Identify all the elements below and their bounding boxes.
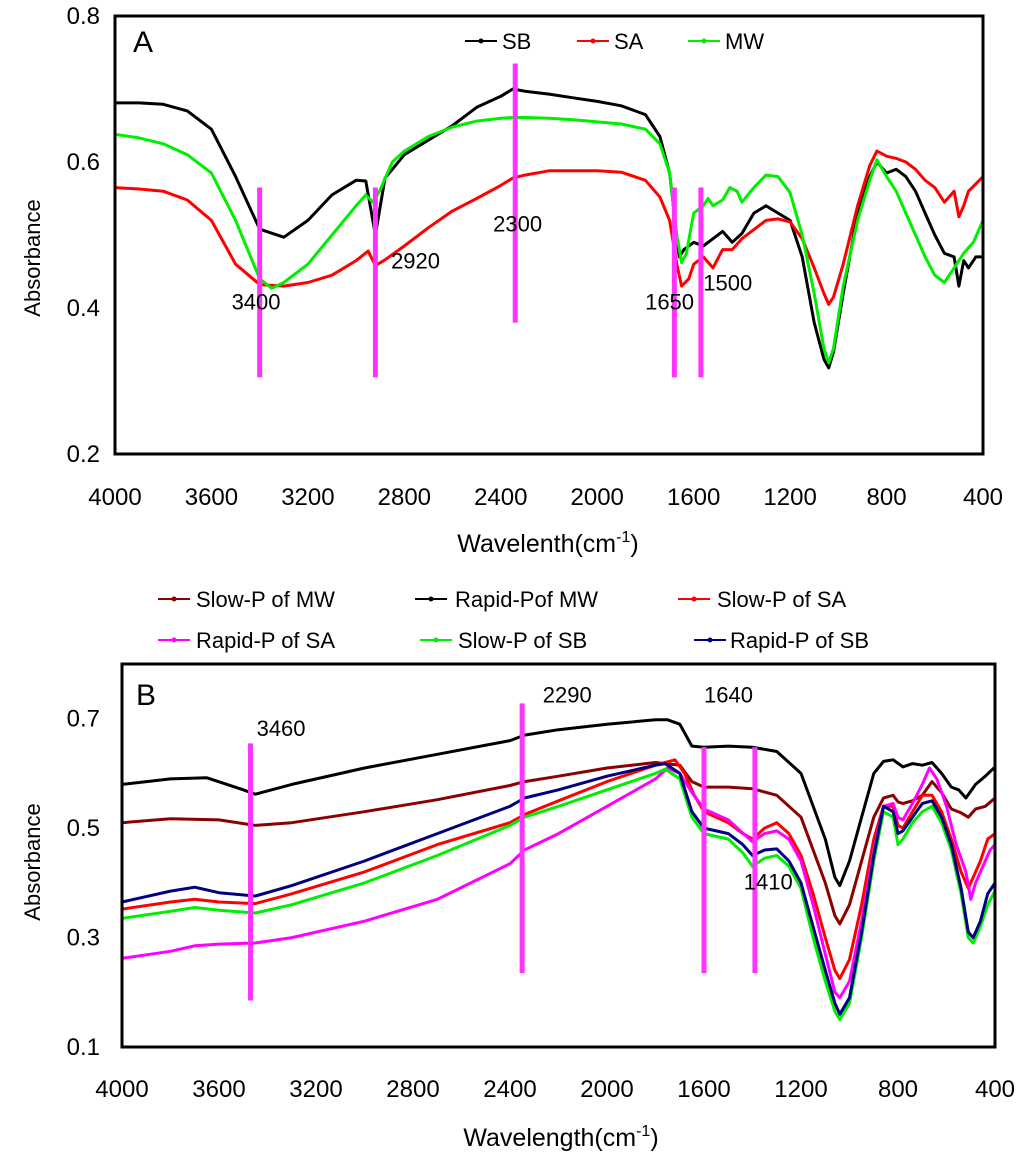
- panel-b-x-tick-label: 2800: [386, 1076, 439, 1103]
- panel-a-label: A: [133, 26, 153, 59]
- panel-a-x-axis-label: Wavelenth(cm-1): [457, 529, 638, 558]
- panel-a-marker-label-1500: 1500: [703, 270, 752, 295]
- svg-text:MW: MW: [725, 29, 764, 54]
- panel-a-y-tick-label: 0.2: [67, 441, 100, 468]
- panel-b-series-rapid-p-of-sa: [121, 766, 997, 1000]
- panel-a-series-mw: [114, 116, 985, 365]
- legend-item-mw: MW: [688, 29, 764, 54]
- panel-b-legend: Slow-P of MW Rapid-Pof MW Slow-P of SA R…: [158, 587, 869, 653]
- panel-b-x-tick-label: 2400: [483, 1076, 536, 1103]
- panel-a-marker-label-2300: 2300: [493, 211, 542, 236]
- panel-a-y-tick-label: 0.8: [67, 3, 100, 30]
- panel-b-y-tick-label: 0.7: [67, 706, 100, 733]
- panel-b-series-rapid-pof-mw: [121, 718, 997, 888]
- svg-text:SB: SB: [502, 29, 531, 54]
- legend-item-slow-p-sa: Slow-P of SA: [678, 587, 847, 612]
- panel-a-y-ticks: 0.2 0.4 0.6 0.8: [67, 3, 100, 468]
- panel-b-x-tick-label: 3200: [289, 1076, 342, 1103]
- panel-a-series-lines: [114, 87, 985, 370]
- panel-b-series-slow-p-of-sa: [121, 758, 996, 981]
- panel-b-x-tick-label: 800: [878, 1076, 918, 1103]
- panel-a-x-tick-label: 2400: [474, 484, 527, 511]
- panel-a-y-tick-label: 0.4: [67, 295, 100, 322]
- panel-a-x-tick-label: 1200: [763, 484, 816, 511]
- panel-a-legend: SB SA MW: [465, 29, 764, 54]
- legend-item-rapid-p-mw: Rapid-Pof MW: [415, 587, 598, 612]
- panel-b-marker-label-3460: 3460: [257, 716, 306, 741]
- panel-a-y-tick-label: 0.6: [67, 149, 100, 176]
- panel-b-y-tick-label: 0.1: [67, 1034, 100, 1061]
- panel-b-chart: 3460 2290 1640 1410 B 0.1 0.3 0.5 0.7 4000 3600…: [20, 662, 1015, 1152]
- legend-item-slow-p-sb: Slow-P of SB: [420, 628, 587, 653]
- panel-a-x-tick-label: 2800: [378, 484, 431, 511]
- panel-b-marker-label-1410: 1410: [744, 869, 793, 894]
- panel-a-marker-label-2920: 2920: [391, 249, 440, 274]
- panel-a-x-tick-label: 400: [963, 484, 1003, 511]
- panel-b-label: B: [136, 679, 156, 712]
- svg-text:SA: SA: [614, 29, 644, 54]
- panel-b-x-axis-label: Wavelength(cm-1): [463, 1123, 658, 1152]
- panel-b-series-lines: [121, 718, 997, 1022]
- svg-text:Slow-P of SB: Slow-P of SB: [458, 628, 587, 653]
- panel-b-marker-label-2290: 2290: [543, 682, 592, 707]
- svg-text:Slow-P of MW: Slow-P of MW: [196, 587, 335, 612]
- svg-text:Rapid-P of SA: Rapid-P of SA: [196, 628, 335, 653]
- panel-a-x-tick-label: 3200: [281, 484, 334, 511]
- panel-b-x-ticks: 4000 3600 3200 2800 2400 2000 1600 1200 800 400: [95, 1076, 1015, 1103]
- panel-b-x-tick-label: 1600: [677, 1076, 730, 1103]
- panel-b-series-rapid-p-of-sb: [121, 762, 997, 1016]
- panel-b-y-axis-label: Absorbance: [20, 803, 45, 920]
- svg-text:Rapid-P of SB: Rapid-P of SB: [730, 628, 869, 653]
- panel-b-x-tick-label: 1200: [774, 1076, 827, 1103]
- legend-item-rapid-p-sa: Rapid-P of SA: [158, 628, 335, 653]
- svg-text:Rapid-Pof MW: Rapid-Pof MW: [455, 587, 598, 612]
- legend-item-slow-p-mw: Slow-P of MW: [158, 587, 335, 612]
- panel-a-x-tick-label: 800: [867, 484, 907, 511]
- panel-a-x-tick-label: 3600: [185, 484, 238, 511]
- panel-a-marker-label-3400: 3400: [232, 289, 281, 314]
- panel-b-x-tick-label: 400: [975, 1076, 1015, 1103]
- panel-b-series-slow-p-of-mw: [121, 761, 996, 926]
- panel-a-series-sa: [114, 149, 985, 306]
- panel-b-marker-label-1640: 1640: [704, 682, 753, 707]
- panel-b-y-tick-label: 0.5: [67, 815, 100, 842]
- panel-b-plot-frame: [120, 662, 997, 1049]
- panel-a-series-sb: [115, 87, 983, 370]
- panel-b-peak-markers: 3460 2290 1640 1410: [248, 682, 793, 1001]
- panel-b-y-tick-label: 0.3: [67, 925, 100, 952]
- panel-a-x-tick-label: 1600: [667, 484, 720, 511]
- panel-a-x-tick-label: 2000: [571, 484, 624, 511]
- panel-b-y-ticks: 0.1 0.3 0.5 0.7: [67, 706, 100, 1061]
- legend-item-sa: SA: [577, 29, 644, 54]
- panel-b-series-slow-p-of-sb: [121, 767, 997, 1022]
- panel-a-y-axis-label: Absorbance: [20, 199, 45, 316]
- panel-b-x-tick-label: 4000: [95, 1076, 148, 1103]
- legend-item-sb: SB: [465, 29, 531, 54]
- panel-b-x-tick-label: 2000: [580, 1076, 633, 1103]
- panel-a-x-ticks: 4000 3600 3200 2800 2400 2000 1600 1200 800 400: [88, 484, 1003, 511]
- panel-a-peak-markers: 3400 2920 2300 1650 1500: [232, 63, 752, 378]
- svg-text:Slow-P of SA: Slow-P of SA: [717, 587, 847, 612]
- legend-item-rapid-p-sb: Rapid-P of SB: [694, 628, 869, 653]
- panel-a-marker-label-1650: 1650: [645, 289, 694, 314]
- panel-a-plot-frame: [113, 14, 985, 456]
- panel-a-x-tick-label: 4000: [88, 484, 141, 511]
- panel-b-x-tick-label: 3600: [192, 1076, 245, 1103]
